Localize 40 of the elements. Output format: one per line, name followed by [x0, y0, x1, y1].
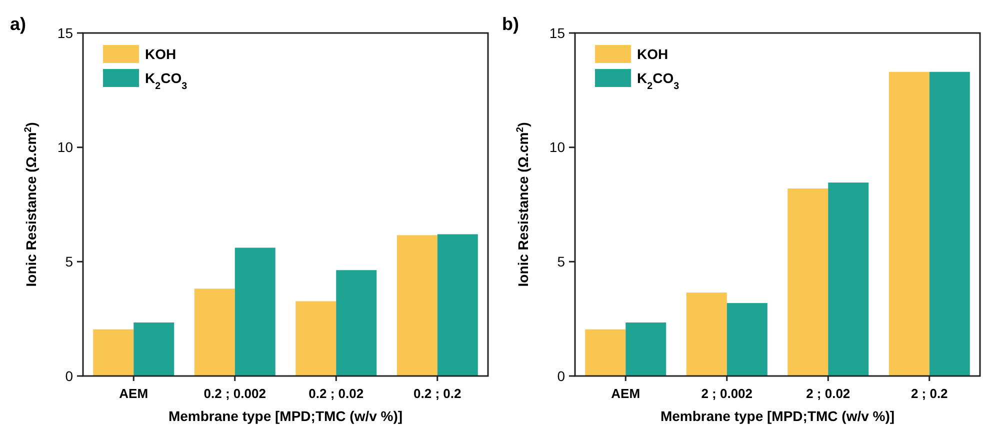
- bar: [686, 292, 727, 376]
- bar: [336, 270, 377, 376]
- legend-label: KOH: [145, 46, 176, 62]
- x-axis-title: Membrane type [MPD;TMC (w/v %)]: [168, 408, 403, 424]
- bar: [93, 329, 134, 376]
- chart-title: b): [502, 14, 519, 34]
- bar: [726, 303, 768, 376]
- y-tick-label: 15: [549, 24, 566, 41]
- x-tick-label: 2 ; 0.002: [701, 386, 753, 401]
- y-tick-label: 5: [557, 254, 566, 270]
- legend-label: K$_{2}$CO$_{3}$: [637, 70, 680, 92]
- bar: [888, 72, 930, 376]
- bar: [626, 322, 666, 376]
- y-tick-label: 0: [557, 368, 566, 384]
- x-tick-label: 2 ; 0.2: [910, 386, 948, 401]
- bar: [194, 288, 235, 376]
- x-tick-label: 2 ; 0.02: [806, 386, 850, 401]
- x-axis-title: Membrane type [MPD;TMC (w/v %)]: [660, 408, 895, 424]
- y-tick-label: 15: [57, 24, 74, 41]
- y-tick-label: 10: [57, 139, 74, 156]
- chart-title: a): [10, 14, 26, 34]
- bar: [788, 188, 828, 376]
- legend-label: K$_{2}$CO$_{3}$: [145, 70, 188, 92]
- bar: [396, 235, 438, 376]
- legend-label: KOH: [637, 46, 668, 62]
- x-tick-label: 0.2 ; 0.02: [308, 386, 364, 401]
- bar: [134, 322, 174, 376]
- y-tick-label: 5: [65, 254, 74, 270]
- bar: [437, 234, 478, 376]
- x-tick-label: AEM: [119, 386, 148, 401]
- x-tick-label: 0.2 ; 0.002: [204, 386, 266, 401]
- y-tick-label: 10: [549, 139, 566, 156]
- bar: [585, 329, 626, 376]
- bar: [929, 72, 970, 376]
- x-tick-label: 0.2 ; 0.2: [414, 386, 462, 401]
- bar: [828, 182, 869, 376]
- bar: [296, 301, 336, 376]
- x-tick-label: AEM: [611, 386, 640, 401]
- bar: [234, 248, 276, 376]
- y-tick-label: 0: [65, 368, 74, 384]
